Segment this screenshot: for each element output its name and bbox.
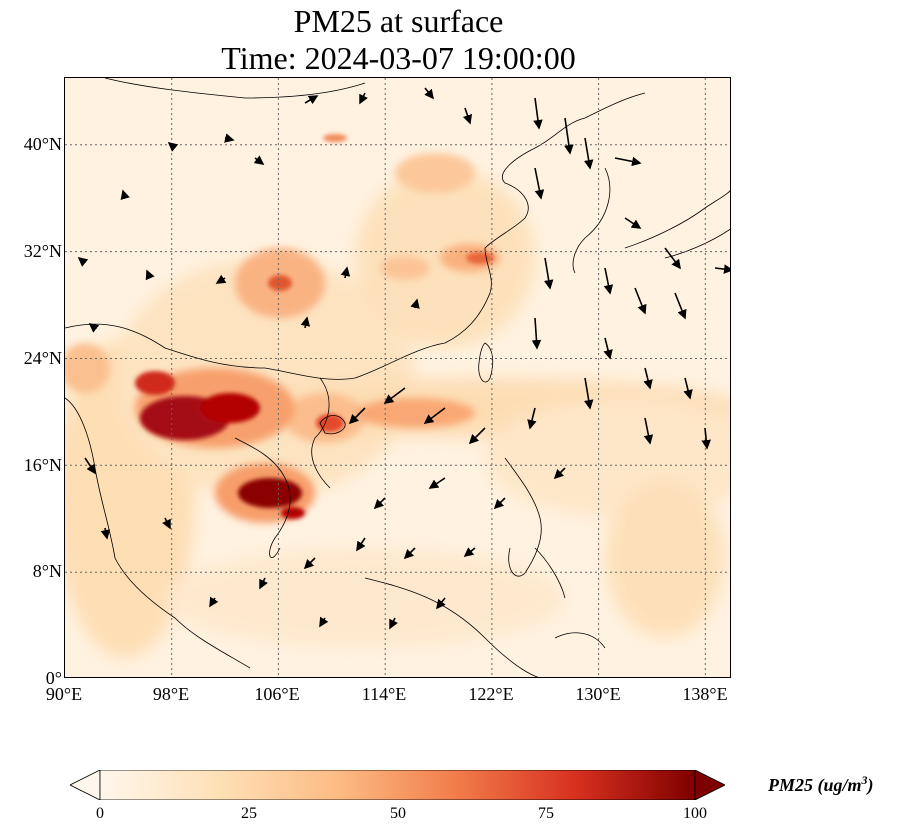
colorbar-tick-0: 0 bbox=[96, 805, 104, 822]
pm25-field bbox=[65, 78, 730, 677]
lon-label-98e: 98°E bbox=[152, 684, 190, 704]
lat-label-8n: 8°N bbox=[32, 561, 62, 581]
colorbar-tick-25: 25 bbox=[241, 805, 257, 822]
lon-label-90e: 90°E bbox=[45, 684, 83, 704]
wind-vectors bbox=[77, 87, 730, 630]
map-panel bbox=[64, 77, 731, 678]
map-time: Time: 2024-03-07 19:00:00 bbox=[221, 40, 576, 76]
lat-label-24n: 24°N bbox=[23, 348, 62, 368]
lon-label-130e: 130°E bbox=[575, 684, 621, 704]
colorbar-label-main: PM25 (ug/m bbox=[768, 775, 862, 795]
lat-label-40n: 40°N bbox=[23, 134, 62, 154]
colorbar-label-sup: 3 bbox=[861, 773, 868, 787]
lon-label-122e: 122°E bbox=[468, 684, 514, 704]
colorbar-tick-75: 75 bbox=[538, 805, 554, 822]
map-title: PM25 at surface bbox=[293, 3, 504, 39]
lat-label-16n: 16°N bbox=[23, 455, 62, 475]
lat-label-32n: 32°N bbox=[23, 241, 62, 261]
colorbar-tick-50: 50 bbox=[390, 805, 406, 822]
lat-label-0: 0° bbox=[45, 668, 62, 688]
lon-label-114e: 114°E bbox=[361, 684, 407, 704]
colorbar bbox=[70, 770, 725, 800]
colorbar-label: PM25 (ug/m3) bbox=[768, 773, 874, 796]
colorbar-tick-100: 100 bbox=[683, 805, 707, 822]
colorbar-label-end: ) bbox=[867, 775, 874, 795]
lon-label-106e: 106°E bbox=[254, 684, 300, 704]
lon-label-138e: 138°E bbox=[682, 684, 728, 704]
